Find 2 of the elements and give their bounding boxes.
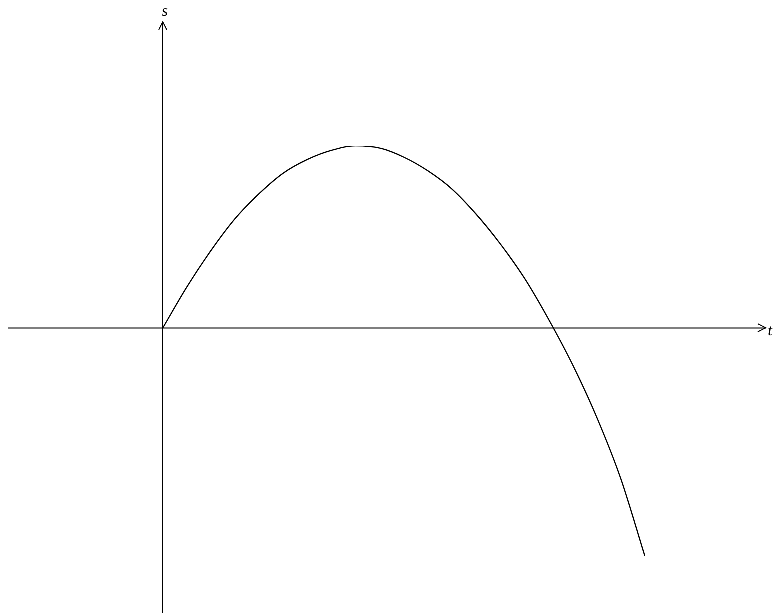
text: t bbox=[768, 322, 773, 340]
text: s bbox=[162, 3, 168, 20]
